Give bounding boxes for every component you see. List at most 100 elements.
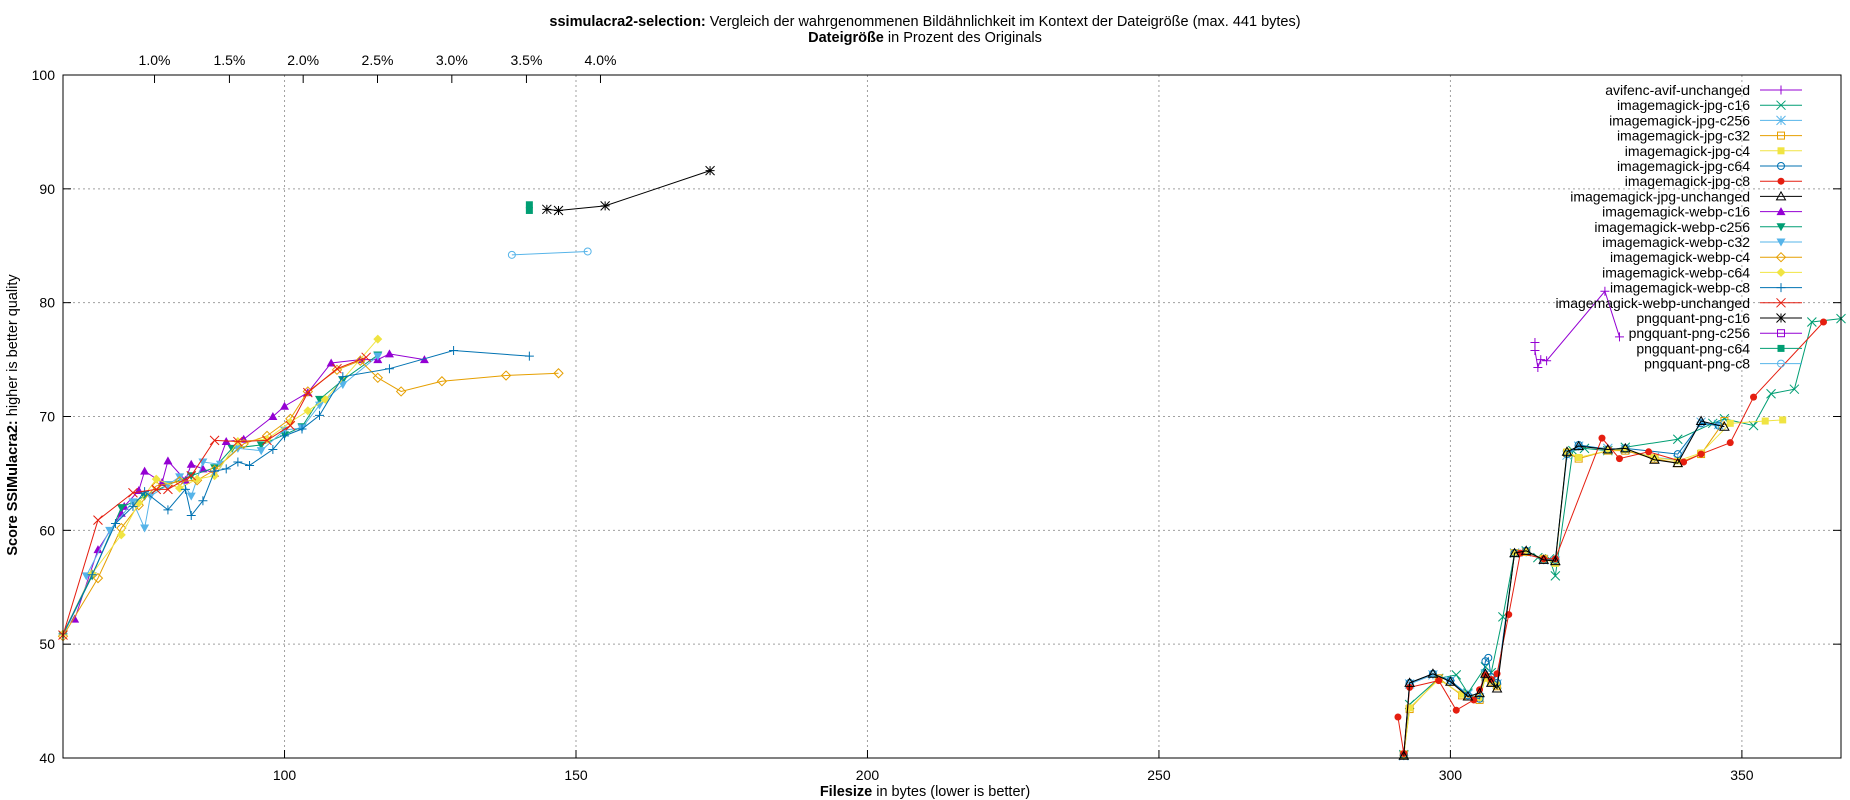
- data-point: [1674, 457, 1682, 465]
- data-point: [1680, 458, 1688, 466]
- data-point: [1776, 238, 1786, 247]
- data-point: [163, 456, 173, 465]
- y-axis-label-rest: higher is better quality: [5, 274, 21, 421]
- data-point: [1650, 453, 1658, 461]
- data-point: [1775, 251, 1787, 263]
- data-point: [285, 417, 295, 427]
- data-point: [93, 515, 103, 525]
- data-point: [268, 412, 278, 420]
- data-point: [192, 474, 202, 484]
- legend-label: pngquant-png-c16: [1636, 310, 1750, 326]
- data-point: [87, 570, 97, 580]
- data-point: [210, 466, 220, 476]
- data-point: [1522, 548, 1530, 556]
- data-point: [1619, 442, 1631, 453]
- data-point: [1776, 85, 1786, 95]
- series-line: [1403, 420, 1725, 756]
- series-line: [1403, 419, 1783, 756]
- data-point: [1645, 448, 1653, 456]
- data-point: [1806, 317, 1817, 327]
- data-point: [553, 368, 564, 379]
- data-point: [384, 364, 394, 374]
- data-point: [1485, 677, 1497, 687]
- data-point: [151, 480, 162, 492]
- data-point: [1435, 677, 1443, 685]
- data-point: [163, 484, 173, 495]
- legend-label: pngquant-png-c64: [1636, 340, 1750, 356]
- legend-label: imagemagick-webp-unchanged: [1555, 295, 1750, 311]
- legend-label: pngquant-png-c8: [1644, 356, 1750, 372]
- series-imagemagick-jpg-c64: [1399, 419, 1723, 759]
- data-point: [361, 352, 371, 363]
- data-point: [105, 526, 115, 535]
- data-point: [186, 511, 196, 521]
- top-axis-label-bold: Dateigröße: [808, 30, 884, 46]
- data-point: [209, 435, 220, 446]
- data-point: [1672, 457, 1684, 468]
- data-point: [1484, 653, 1493, 662]
- series-imagemagick-webp-c16: [70, 349, 429, 623]
- data-point: [1542, 356, 1552, 366]
- data-point: [1538, 554, 1550, 564]
- data-point: [1561, 446, 1573, 456]
- legend-label: avifenc-avif-unchanged: [1605, 82, 1750, 98]
- data-point: [303, 406, 313, 416]
- data-point: [1550, 571, 1561, 581]
- x-axis-label-rest: in bytes (lower is better): [872, 784, 1030, 800]
- data-point: [1820, 318, 1828, 326]
- legend-label: imagemagick-webp-c8: [1610, 280, 1750, 296]
- data-point: [705, 165, 715, 176]
- data-point: [1750, 393, 1758, 401]
- data-point: [256, 447, 266, 456]
- data-point: [1452, 706, 1460, 714]
- data-point: [134, 498, 144, 508]
- series-imagemagick-webp-c8: [58, 345, 534, 639]
- data-point: [140, 466, 150, 475]
- data-point: [1776, 267, 1786, 277]
- data-point: [221, 464, 231, 474]
- data-point: [1491, 683, 1503, 693]
- data-point: [1776, 115, 1786, 126]
- series-line: [62, 338, 379, 635]
- data-point: [1445, 676, 1456, 686]
- data-point: [116, 508, 126, 517]
- legend-label: imagemagick-webp-c64: [1602, 264, 1750, 280]
- data-point: [198, 496, 208, 506]
- legend-label: pngquant-png-c256: [1629, 325, 1751, 341]
- y-axis-label: Score SSIMulacra2: higher is better qual…: [5, 274, 21, 556]
- y-tick-label: 60: [39, 522, 55, 538]
- data-point: [93, 545, 103, 554]
- top-tick-label: 2.0%: [287, 52, 319, 68]
- legend-label: imagemagick-webp-c32: [1602, 234, 1750, 250]
- series-pngquant-png-c64: [525, 201, 533, 214]
- data-point: [1697, 450, 1705, 458]
- top-axis-label: Dateigröße in Prozent des Originals: [808, 30, 1042, 46]
- data-point: [1474, 687, 1485, 698]
- data-point: [1598, 434, 1606, 442]
- data-point: [384, 349, 394, 358]
- data-point: [1530, 338, 1540, 348]
- data-point: [1536, 355, 1546, 365]
- data-point: [338, 372, 348, 382]
- top-tick-label: 1.0%: [139, 52, 171, 68]
- data-point: [1726, 439, 1734, 447]
- x-tick-label: 100: [273, 767, 297, 783]
- data-point: [163, 505, 173, 515]
- data-point: [151, 474, 161, 484]
- series-imagemagick-webp-c256: [58, 351, 383, 640]
- data-point: [331, 364, 343, 376]
- data-point: [186, 492, 196, 501]
- data-point: [1766, 388, 1776, 399]
- data-point: [262, 435, 272, 446]
- y-tick-label: 40: [39, 750, 55, 766]
- x-tick-label: 250: [1147, 767, 1171, 783]
- data-point: [233, 457, 243, 467]
- series-line: [511, 250, 588, 256]
- data-point: [1427, 668, 1439, 678]
- data-point: [553, 205, 564, 216]
- data-point: [116, 530, 126, 540]
- legend-label: imagemagick-jpg-c256: [1609, 112, 1750, 128]
- data-point: [233, 436, 243, 447]
- data-point: [1777, 147, 1785, 155]
